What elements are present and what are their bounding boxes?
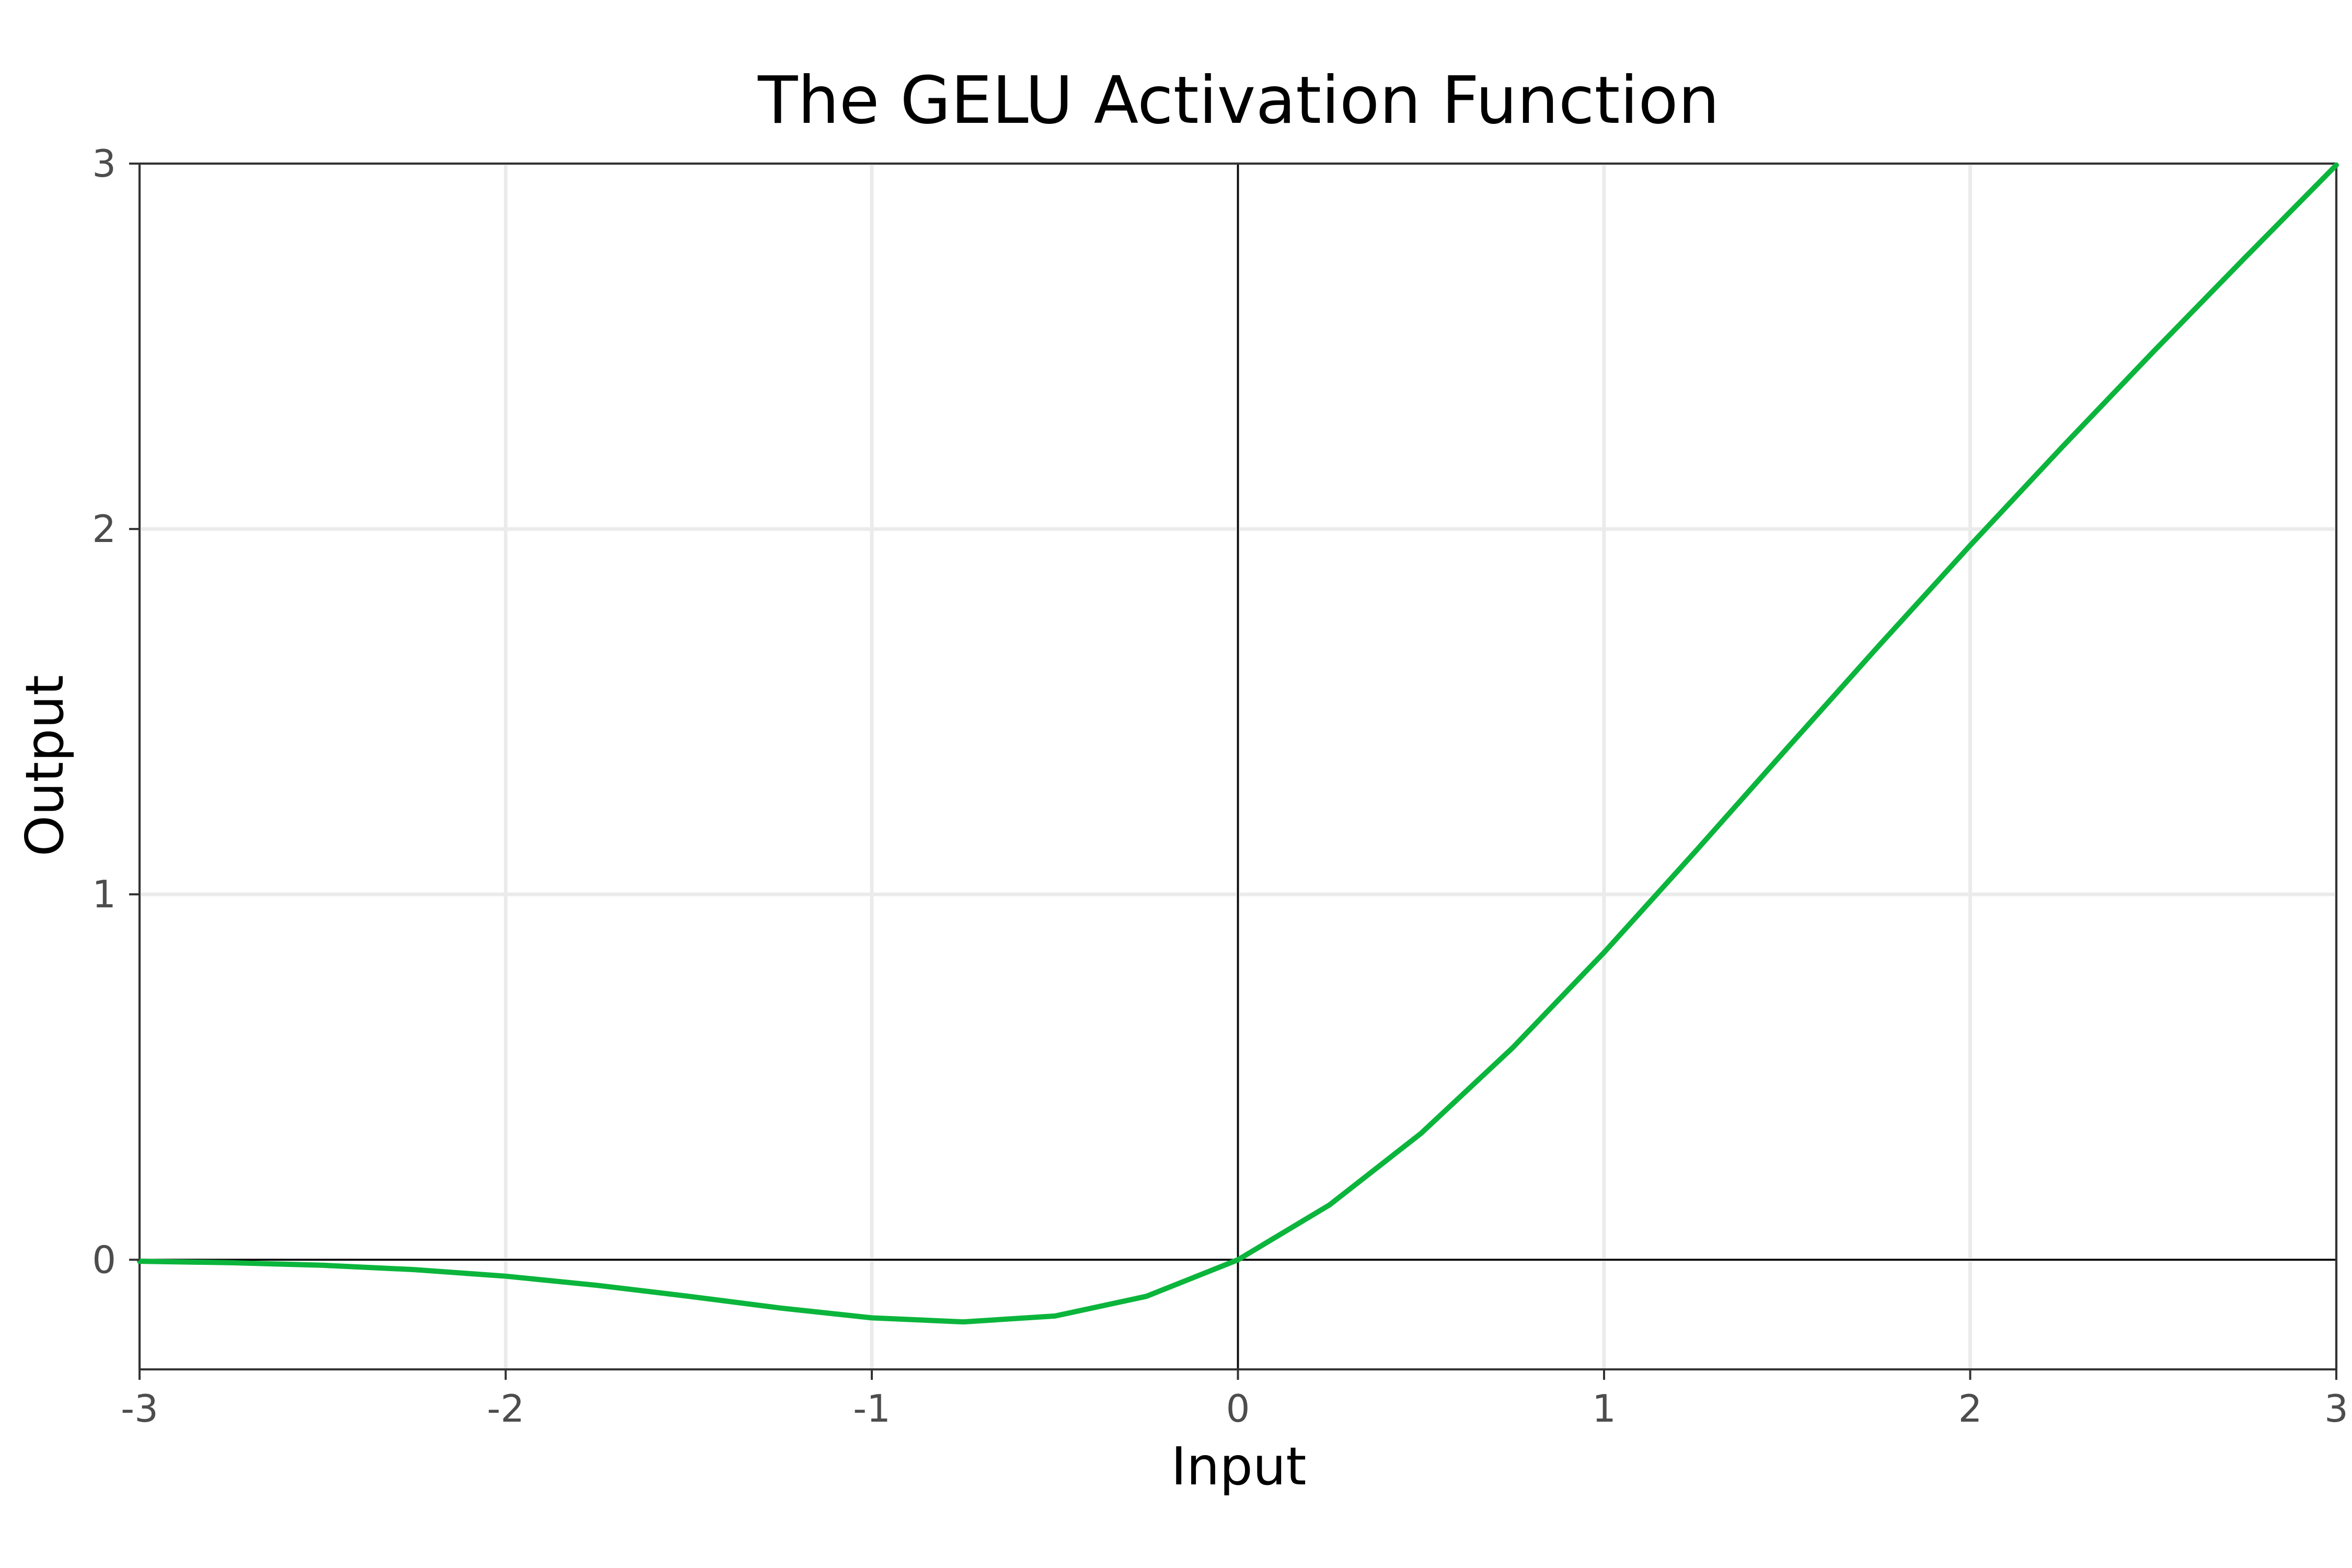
y-tick-label: 0 [92,1238,116,1282]
x-tick-label: 2 [1958,1387,1982,1431]
x-tick-label: -1 [853,1387,891,1431]
axis-ticks: -3 -2 -1 0 1 2 3 0 1 2 3 [92,142,2348,1431]
y-tick-label: 2 [92,507,116,551]
x-tick-label: -2 [487,1387,525,1431]
x-tick-label: 1 [1592,1387,1616,1431]
y-axis-label: Output [14,675,75,856]
series-layer [137,162,2339,1325]
y-tick-label: 3 [92,142,116,186]
x-tick-label: -3 [121,1387,158,1431]
x-tick-label: 0 [1226,1387,1250,1431]
x-axis-label: Input [1171,1436,1307,1497]
gelu-series-line [137,162,2339,1325]
chart-title: The GELU Activation Function [757,63,1720,139]
y-tick-label: 1 [92,872,116,916]
x-tick-label: 3 [2324,1387,2348,1431]
